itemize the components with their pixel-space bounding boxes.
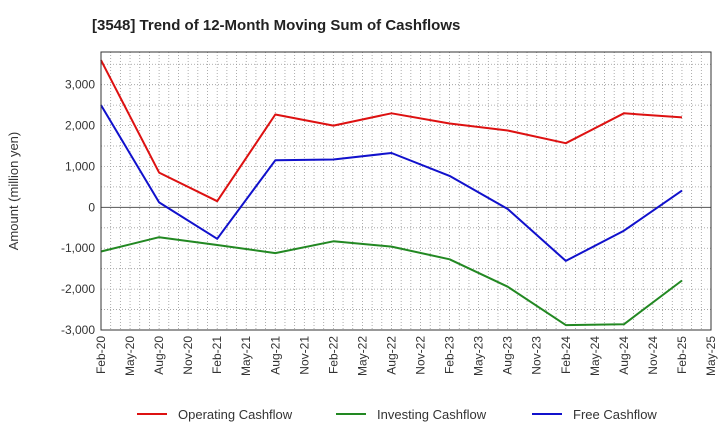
y-tick-label: -3,000	[61, 323, 95, 337]
x-tick-label: Feb-20	[94, 336, 108, 374]
x-tick-label: Aug-24	[617, 336, 631, 375]
y-tick-label: 0	[88, 200, 95, 214]
x-tick-label: Aug-21	[268, 336, 282, 375]
legend-label-investing-cashflow: Investing Cashflow	[377, 407, 487, 422]
x-tick-label: Aug-22	[384, 336, 398, 375]
x-tick-label: May-21	[239, 336, 253, 376]
x-tick-label: May-24	[588, 336, 602, 376]
series-line-free-cashflow	[100, 104, 683, 262]
x-tick-label: Feb-22	[326, 336, 340, 374]
x-tick-label: Nov-21	[297, 336, 311, 375]
x-tick-label: Nov-20	[181, 336, 195, 375]
x-tick-label: Feb-21	[210, 336, 224, 374]
y-tick-label: 2,000	[65, 119, 95, 133]
legend: Operating Cashflow Investing Cashflow Free…	[137, 407, 657, 422]
x-tick-label: May-22	[355, 336, 369, 376]
y-tick-label: 3,000	[65, 78, 95, 92]
x-tick-labels: Feb-20 May-20 Aug-20 Nov-20 Feb-21 May-21 Aug-…	[94, 336, 718, 376]
x-tick-label: Nov-24	[646, 336, 660, 375]
series-group	[100, 59, 683, 327]
x-tick-label: Aug-20	[152, 336, 166, 375]
x-tick-label: May-25	[704, 336, 718, 376]
x-tick-label: May-23	[472, 336, 486, 376]
grid	[101, 52, 711, 330]
chart-title: [3548] Trend of 12-Month Moving Sum of C…	[92, 17, 460, 34]
legend-label-operating-cashflow: Operating Cashflow	[178, 407, 293, 422]
y-tick-labels: -3,000 -2,000 -1,000 0 1,000 2,000 3,000	[61, 78, 95, 337]
legend-label-free-cashflow: Free Cashflow	[573, 407, 657, 422]
x-tick-label: Aug-23	[501, 336, 515, 375]
x-tick-label: May-20	[123, 336, 137, 376]
plot-frame	[100, 51, 712, 331]
y-axis-label: Amount (million yen)	[6, 132, 21, 251]
x-tick-label: Nov-22	[414, 336, 428, 375]
x-tick-label: Feb-25	[675, 336, 689, 374]
series-line-operating-cashflow	[100, 59, 683, 203]
y-tick-label: 1,000	[65, 159, 95, 173]
y-tick-label: -1,000	[61, 241, 95, 255]
y-tick-label: -2,000	[61, 282, 95, 296]
x-tick-label: Feb-23	[443, 336, 457, 374]
series-line-investing-cashflow	[100, 236, 683, 327]
x-tick-label: Nov-23	[530, 336, 544, 375]
x-tick-label: Feb-24	[559, 336, 573, 374]
